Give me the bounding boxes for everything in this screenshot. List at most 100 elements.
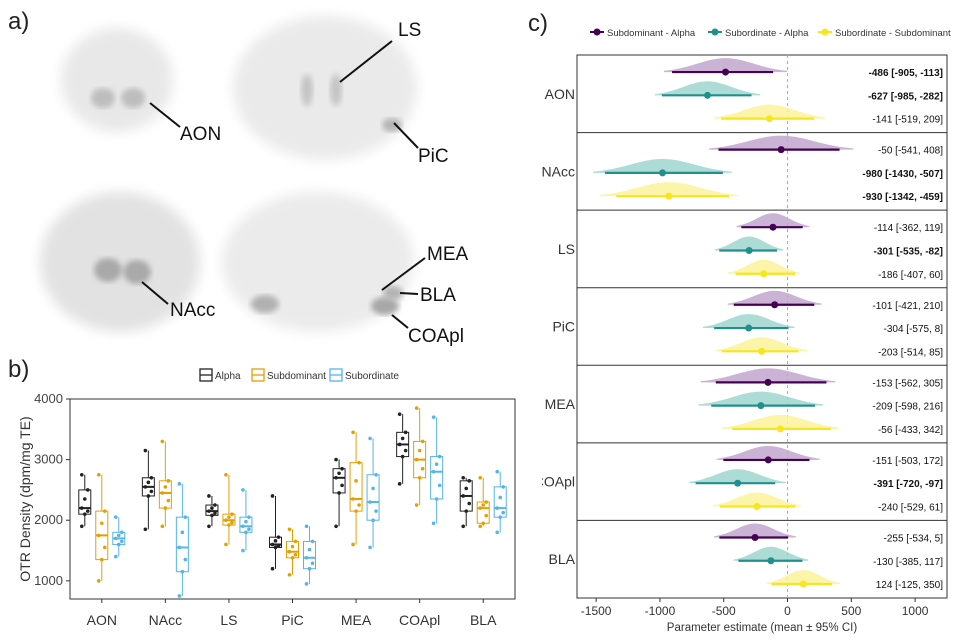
x-tick-label: 1000 (902, 604, 929, 618)
box-alpha-bla (459, 475, 473, 529)
data-point (495, 506, 500, 510)
estimate-label: -255 [-534, 5] (884, 533, 944, 544)
data-point (334, 524, 338, 529)
data-point (163, 506, 168, 510)
data-point (478, 506, 483, 510)
data-point (484, 513, 489, 518)
data-point (241, 488, 245, 492)
data-point (417, 475, 422, 480)
data-point (414, 406, 419, 410)
data-point (340, 483, 344, 488)
data-point (368, 545, 372, 550)
data-point (461, 494, 466, 498)
box-alpha-pic (269, 494, 282, 571)
data-point (307, 547, 312, 552)
posterior-density (715, 337, 808, 352)
estimate-nacc-3: -930 [-1342, -459] (599, 182, 943, 203)
data-point (351, 430, 355, 435)
region-label-coapl: COApl (542, 474, 575, 490)
label-bla: BLA (420, 285, 456, 306)
label-aon: AON (180, 124, 222, 145)
posterior-density (654, 81, 761, 96)
data-point (113, 536, 118, 541)
data-point (180, 569, 185, 574)
data-point (484, 500, 489, 504)
data-point (464, 509, 469, 513)
data-point (431, 521, 436, 526)
mean-point (776, 425, 784, 433)
box (303, 540, 316, 570)
box-alpha-mea (332, 457, 346, 529)
estimate-label: -301 [-535, -82] (874, 246, 943, 257)
data-point (244, 530, 248, 535)
data-point (82, 497, 87, 501)
x-tick-label: LS (220, 612, 237, 628)
data-point (478, 524, 483, 529)
x-tick-label: COApl (399, 612, 440, 628)
data-point (400, 436, 405, 441)
data-point (310, 561, 315, 566)
data-point (166, 479, 171, 483)
posterior-density (714, 523, 796, 538)
data-point (307, 566, 312, 571)
data-point (495, 469, 500, 474)
data-point (99, 557, 104, 562)
legend-label: Subordinate - Subdominant (835, 28, 951, 39)
estimate-label: -391 [-720, -97] (874, 479, 943, 490)
data-point (224, 518, 228, 523)
data-point (183, 515, 188, 519)
x-tick-label: BLA (470, 612, 497, 628)
mean-point (722, 68, 730, 76)
data-point (102, 545, 107, 550)
data-point (467, 501, 472, 506)
leader-mea (381, 257, 426, 291)
data-point (371, 486, 375, 491)
section-ls (233, 16, 417, 160)
box-subordinate-coapl (430, 415, 444, 526)
legend-key-dot (821, 28, 829, 36)
estimate-label: -209 [-598, 216] (872, 402, 943, 413)
data-point (437, 483, 442, 488)
data-point (119, 539, 124, 544)
box-subdominant-nacc (158, 439, 172, 529)
mean-point (764, 456, 772, 464)
data-point (310, 539, 315, 544)
mean-point (760, 270, 768, 278)
brain-sections-svg (40, 16, 426, 332)
legend-label: Alpha (215, 371, 241, 382)
estimate-aon-1: -486 [-905, -113] (664, 58, 943, 79)
posterior-density (727, 259, 800, 274)
box (366, 474, 380, 521)
posterior-density (733, 546, 809, 561)
estimate-label: -151 [-503, 172] (872, 456, 943, 467)
box-alpha-aon (78, 472, 92, 529)
estimate-bla-3: 124 [-125, 350] (766, 570, 943, 591)
mean-point (751, 533, 759, 541)
x-tick-label: -1000 (645, 604, 676, 618)
posterior-density (700, 368, 836, 383)
data-point (241, 548, 245, 553)
estimate-ls-1: -114 [-362, 119] (736, 213, 943, 234)
box (175, 516, 189, 573)
mean-point (758, 347, 766, 355)
mean-point (734, 479, 742, 487)
label-pic: PiC (418, 146, 449, 167)
mean-point (753, 502, 761, 510)
data-point (371, 518, 375, 523)
data-point (357, 503, 361, 507)
estimate-label: -56 [-433, 342] (878, 425, 943, 436)
data-point (207, 509, 211, 513)
data-point (304, 524, 309, 529)
mean-point (766, 115, 774, 123)
mean-point (777, 146, 785, 154)
legend-item-alpha: Alpha (199, 368, 241, 382)
estimate-label: -186 [-407, 60] (878, 270, 943, 281)
section-mea (222, 192, 414, 332)
estimate-nacc-1: -50 [-541, 408] (709, 135, 943, 157)
data-point (166, 498, 171, 503)
mean-point (769, 223, 777, 231)
data-point (119, 530, 124, 535)
data-point (400, 454, 405, 459)
data-point (79, 524, 84, 529)
data-point (210, 513, 214, 518)
